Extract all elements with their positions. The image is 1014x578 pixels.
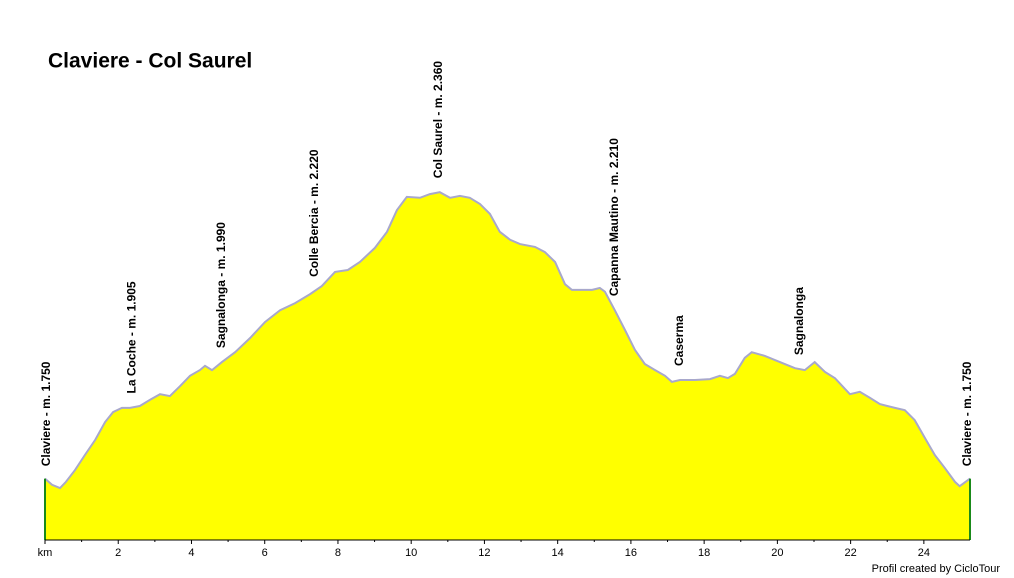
chart-title: Claviere - Col Saurel xyxy=(48,50,252,73)
x-tick-label: 8 xyxy=(335,547,341,559)
x-tick-label: 22 xyxy=(844,547,856,559)
annotation: Sagnalonga xyxy=(792,287,806,355)
x-tick-label: km xyxy=(38,547,53,559)
annotation: Caserma xyxy=(672,315,686,366)
credit: Profil created by CicloTour xyxy=(872,563,1001,575)
annotation: Sagnalonga - m. 1.990 xyxy=(214,222,228,348)
x-tick-label: 2 xyxy=(115,547,121,559)
annotation: Capanna Mautino - m. 2.210 xyxy=(607,138,621,296)
profile-area xyxy=(45,192,970,540)
x-tick-label: 18 xyxy=(698,547,710,559)
x-tick-label: 6 xyxy=(262,547,268,559)
annotation: Claviere - m. 1.750 xyxy=(39,361,53,466)
x-tick-label: 10 xyxy=(405,547,417,559)
x-tick-label: 14 xyxy=(552,547,564,559)
x-tick-label: 16 xyxy=(625,547,637,559)
x-tick-label: 24 xyxy=(918,547,930,559)
annotation: La Coche - m. 1.905 xyxy=(124,281,138,393)
x-tick-label: 20 xyxy=(771,547,783,559)
annotation: Col Saurel - m. 2.360 xyxy=(431,61,445,179)
annotation: Claviere - m. 1.750 xyxy=(960,361,974,466)
x-tick-label: 12 xyxy=(478,547,490,559)
annotation: Colle Bercia - m. 2.220 xyxy=(307,149,321,277)
profile-line xyxy=(44,191,971,490)
x-tick-label: 4 xyxy=(188,547,194,559)
